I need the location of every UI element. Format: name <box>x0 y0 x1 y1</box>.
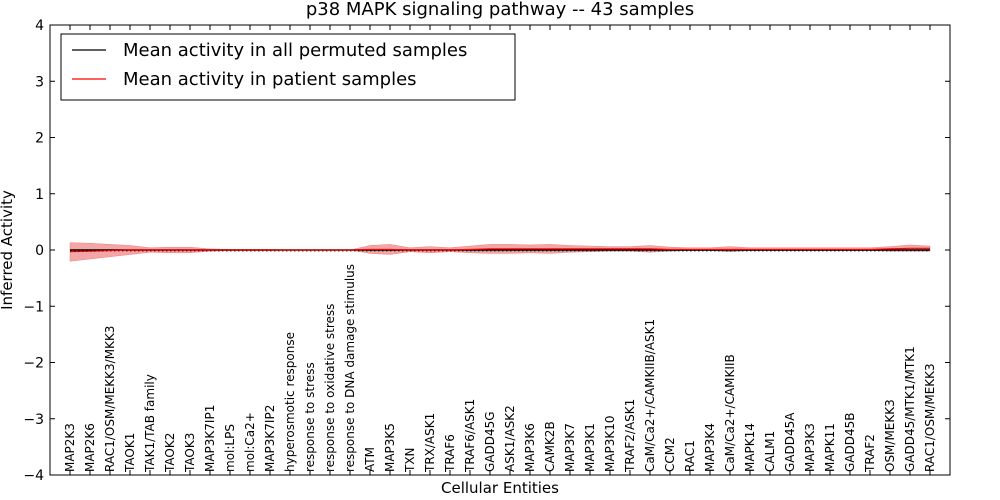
x-tick-label-21: GADD45G <box>483 411 497 472</box>
x-tick-label-11: hyperosmotic response <box>283 332 297 472</box>
x-tick-label-28: TRAF2/ASK1 <box>623 399 637 473</box>
y-tick-label-8: 4 <box>35 18 44 34</box>
x-tick-label-39: GADD45B <box>843 413 857 473</box>
y-tick-label-7: 3 <box>35 74 44 90</box>
x-tick-label-33: CaM/Ca2+/CAMKIIB <box>723 354 737 472</box>
x-tick-label-16: MAP3K5 <box>383 423 397 472</box>
legend-box <box>60 33 516 101</box>
x-tick-label-27: MAP3K10 <box>603 415 617 472</box>
chart-title: p38 MAPK signaling pathway -- 43 samples <box>306 0 694 20</box>
x-tick-label-9: mol:Ca2+ <box>243 412 257 472</box>
x-tick-label-42: GADD45/MTK1/MTK1 <box>903 346 917 472</box>
legend-label-permuted: Mean activity in all permuted samples <box>123 40 467 61</box>
y-tick-label-5: 1 <box>35 187 44 203</box>
x-tick-label-22: ASK1/ASK2 <box>503 405 517 472</box>
legend: Mean activity in all permuted samples Me… <box>60 33 516 101</box>
y-tick-label-6: 2 <box>35 131 44 147</box>
x-tick-label-41: OSM/MEKK3 <box>883 399 897 472</box>
y-tick-label-0: −4 <box>23 468 44 484</box>
x-tick-label-0: MAP2K3 <box>63 423 77 472</box>
x-tick-label-20: TRAF6/ASK1 <box>463 399 477 473</box>
x-tick-label-17: TXN <box>403 447 417 473</box>
x-tick-label-19: TRAF6 <box>443 434 457 473</box>
x-tick-label-5: TAOK2 <box>163 433 177 473</box>
x-tick-label-10: MAP3K7IP2 <box>263 405 277 472</box>
x-tick-label-26: MAP3K1 <box>583 423 597 472</box>
x-tick-label-34: MAPK14 <box>743 423 757 472</box>
x-tick-label-31: RAC1 <box>683 440 697 472</box>
x-tick-label-7: MAP3K7IP1 <box>203 405 217 472</box>
x-tick-label-36: GADD45A <box>783 412 797 472</box>
x-tick-label-14: response to DNA damage stimulus <box>343 264 357 472</box>
y-tick-label-4: 0 <box>35 243 44 259</box>
x-tick-label-29: CaM/Ca2+/CAMKIIB/ASK1 <box>643 319 657 472</box>
x-tick-label-8: mol:LPS <box>223 424 237 472</box>
series-line-patient <box>69 247 930 253</box>
y-tick-label-2: −2 <box>23 356 44 372</box>
x-tick-label-35: CALM1 <box>763 431 777 472</box>
x-tick-label-32: MAP3K4 <box>703 423 717 472</box>
legend-label-patient: Mean activity in patient samples <box>123 69 417 90</box>
x-tick-label-25: MAP3K7 <box>563 423 577 472</box>
x-tick-label-43: RAC1/OSM/MEKK3 <box>923 363 937 472</box>
x-tick-label-23: MAP3K6 <box>523 423 537 472</box>
y-tick-label-1: −3 <box>23 412 44 428</box>
y-tick-label-3: −1 <box>23 299 44 315</box>
x-tick-label-40: TRAF2 <box>863 434 877 473</box>
x-tick-label-15: ATM <box>363 447 377 472</box>
x-tick-label-30: CCM2 <box>663 437 677 472</box>
x-tick-label-12: response to stress <box>303 362 317 472</box>
x-tick-label-1: MAP2K6 <box>83 423 97 472</box>
x-tick-label-3: TAOK1 <box>123 433 137 473</box>
x-axis-label: Cellular Entities <box>441 479 559 497</box>
x-tick-label-18: TRX/ASK1 <box>423 413 437 473</box>
x-tick-label-6: TAOK3 <box>183 433 197 473</box>
x-tick-label-37: MAP3K3 <box>803 423 817 472</box>
x-tick-label-24: CAMK2B <box>543 421 557 472</box>
x-tick-label-4: TAK1/TAB family <box>143 374 157 473</box>
plot-area: −4 −3 −2 −1 0 1 2 3 4 MAP2K3 MAP2K6 RAC1/OSM/MEKK3/… <box>23 18 950 484</box>
x-tick-label-38: MAPK11 <box>823 423 837 472</box>
x-tick-label-2: RAC1/OSM/MEKK3/MKK3 <box>103 326 117 472</box>
plot-frame <box>49 24 951 476</box>
y-axis-label: Inferred Activity <box>0 190 16 310</box>
x-tick-label-13: response to oxidative stress <box>323 304 337 472</box>
